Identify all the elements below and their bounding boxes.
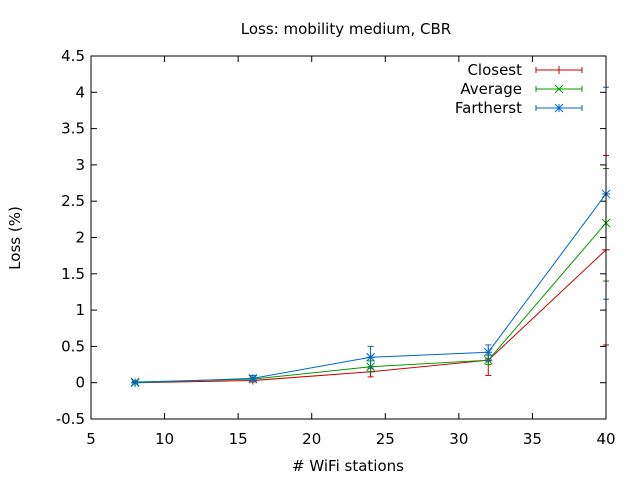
data-point-fartherst — [366, 352, 375, 362]
data-point-fartherst — [248, 373, 258, 383]
x-tick-label: 25 — [376, 430, 395, 448]
data-point-fartherst — [130, 378, 140, 388]
y-tick-label: 3 — [75, 156, 85, 174]
y-tick-label: 1.5 — [61, 265, 85, 283]
x-axis-title: # WiFi stations — [292, 457, 404, 475]
data-point-fartherst-d2 — [130, 378, 140, 388]
legend-label-fartherst: Fartherst — [455, 99, 522, 117]
legend-label-closest: Closest — [467, 61, 522, 79]
y-tick-label: 2.5 — [61, 192, 85, 210]
x-tick-label: 5 — [86, 430, 96, 448]
data-point-fartherst-d2 — [366, 352, 375, 362]
legend-marker-closest — [555, 66, 563, 74]
legend-marker-fartherst-d2 — [554, 103, 564, 113]
data-point-fartherst-d2 — [483, 347, 493, 357]
y-tick-label: 4 — [75, 83, 85, 101]
legend-marker-average — [554, 84, 564, 94]
x-tick-label: 30 — [449, 430, 468, 448]
data-point-fartherst — [483, 347, 493, 357]
x-tick-label: 10 — [155, 430, 174, 448]
x-tick-label: 35 — [523, 430, 542, 448]
y-tick-label: 4.5 — [61, 47, 85, 65]
legend-marker-fartherst — [554, 103, 564, 113]
legend-label-average: Average — [460, 80, 522, 98]
data-point-fartherst-d2 — [248, 373, 258, 383]
y-tick-label: 3.5 — [61, 120, 85, 138]
y-axis-title: Loss (%) — [6, 206, 24, 270]
plot-frame — [90, 55, 607, 420]
y-tick-label: 1 — [75, 301, 85, 319]
y-axis-ticks: -0.5 0 0.5 1 1.5 2 2.5 3 3.5 4 4.5 — [56, 47, 606, 428]
y-tick-label: 0 — [75, 374, 85, 392]
x-tick-label: 20 — [302, 430, 321, 448]
plot-area — [130, 86, 611, 388]
legend-marker-average-d2 — [554, 84, 564, 94]
y-tick-label: 0.5 — [61, 337, 85, 355]
x-tick-label: 40 — [596, 430, 615, 448]
x-tick-label: 15 — [229, 430, 248, 448]
y-tick-label: -0.5 — [56, 410, 85, 428]
chart-title: Loss: mobility medium, CBR — [241, 20, 451, 38]
y-tick-label: 2 — [75, 229, 85, 247]
x-axis-ticks: 5 10 15 20 25 30 35 40 — [86, 56, 616, 448]
